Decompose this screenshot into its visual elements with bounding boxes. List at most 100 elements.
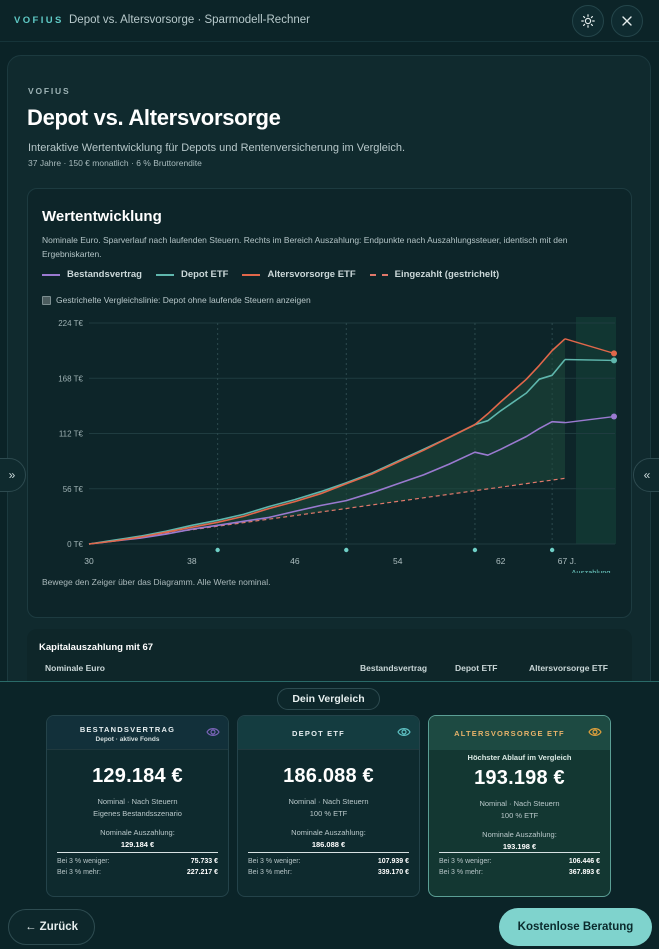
payout-title: Kapitalauszahlung mit 67 [39,642,154,653]
legend-item-depot-etf[interactable]: Depot ETF [155,269,228,280]
x-tick-label: 46 [290,556,300,566]
card-payout-value: 186.088 € [311,840,346,849]
series-line-bestandsvertrag[interactable] [88,420,566,545]
x-tick-label: 30 [84,556,94,566]
card-sensitivity: Bei 3 % weniger: 107.939 € Bei 3 % mehr: 3… [248,852,409,880]
more-value: 367.893 € [568,869,600,876]
card-basis: Nominal · Nach Steuern [288,797,369,806]
legend-item-bestandsvertrag[interactable]: Bestandsvertrag [42,269,142,280]
compare-line-checkbox[interactable]: Gestrichelte Vergleichslinie: Depot ohne… [42,295,311,305]
expand-right-button[interactable]: « [633,458,659,492]
y-tick-label: 0 T€ [67,540,83,549]
card-amount: 129.184 € [92,765,183,787]
card-payout-value: 193.198 € [502,842,537,851]
marker-dot[interactable] [344,547,349,553]
chart-hint: Bewege den Zeiger über das Diagramm. All… [42,577,271,587]
card-sensitivity: Bei 3 % weniger: 106.446 € Bei 3 % mehr: 3… [439,852,600,880]
more-label: Bei 3 % mehr: [439,869,483,876]
x-tick-label: 67 J. [558,556,576,566]
y-tick-label: 112 T€ [59,430,84,439]
y-tick-label: 224 T€ [58,319,83,328]
consultation-button[interactable]: Kostenlose Beratung [499,908,652,946]
card-amount: 193.198 € [474,767,565,789]
card-name: DEPOT ETF [292,729,345,738]
main-card: VOFIUS Depot vs. Altersvorsorge Interakt… [7,55,651,695]
legend-item-eingezahlt[interactable]: Eingezahlt (gestrichelt) [369,269,499,280]
card-header: DEPOT ETF [238,716,419,750]
payout-col-depot-etf: Depot ETF [455,663,498,673]
checkbox-box[interactable] [42,295,51,305]
result-card-altersvorsorge-etf[interactable]: ALTERSVORSORGE ETF Höchster Ablauf im Ve… [428,715,611,897]
card-name: BESTANDSVERTRAG [79,725,176,734]
less-value: 106.446 € [568,858,600,865]
payout-connector [564,338,615,355]
card-payout-value: 129.184 € [120,840,155,849]
x-tick-label: 62 [496,556,506,566]
payout-connector [564,358,615,362]
card-payout-label: Nominale Auszahlung: [482,830,557,839]
top-bar: VOFIUS Depot vs. Altersvorsorge · Sparmo… [0,0,659,42]
payout-connector [564,415,615,424]
series-line-altersvorsorge[interactable] [88,338,566,545]
page-title: Depot vs. Altersvorsorge [27,105,281,130]
less-label: Bei 3 % weniger: [439,858,492,865]
chart-description: Nominale Euro. Sparverlauf nach laufende… [42,235,568,259]
theme-toggle-button[interactable] [572,5,604,37]
payout-col-nominal: Nominale Euro [45,663,105,673]
payout-col-altersvorsorge-etf: Altersvorsorge ETF [529,663,608,673]
result-card-depot-etf[interactable]: DEPOT ETF 186.088 € Nominal · Nach Steue… [237,715,420,897]
payout-endpoint[interactable] [611,413,617,420]
chart-card: Wertentwicklung Nominale Euro. Sparverla… [27,188,632,618]
card-name: ALTERSVORSORGE ETF [454,729,565,738]
eye-icon[interactable] [206,726,220,738]
payout-endpoint[interactable] [611,350,617,357]
marker-dot[interactable] [215,547,220,553]
page-meta: 37 Jahre · 150 € monatlich · 6 % Bruttor… [28,158,202,168]
more-label: Bei 3 % mehr: [57,869,101,876]
chart-legend: Bestandsvertrag Depot ETF Altersvorsorge… [42,269,513,280]
card-subtitle: Depot · aktive Fonds [95,736,160,743]
x-tick-label: 38 [187,556,197,566]
marker-dot[interactable] [472,547,478,553]
series-line-depot[interactable] [88,358,566,545]
chart-title: Wertentwicklung [42,208,162,225]
less-label: Bei 3 % weniger: [57,858,110,865]
best-badge: Höchster Ablauf im Vergleich [467,753,572,762]
marker-dot[interactable] [549,547,555,553]
less-value: 75.733 € [190,858,218,865]
y-tick-label: 168 T€ [58,374,83,383]
page-kicker: VOFIUS [28,86,71,96]
close-icon [622,16,632,26]
eye-icon[interactable] [397,726,411,738]
expand-left-button[interactable]: » [0,458,26,492]
payout-col-bestandsvertrag: Bestandsvertrag [360,663,428,673]
checkbox-label: Gestrichelte Vergleichslinie: Depot ohne… [56,295,311,305]
legend-item-altersvorsorge-etf[interactable]: Altersvorsorge ETF [242,269,356,280]
sun-icon [581,14,595,28]
card-header: ALTERSVORSORGE ETF [429,716,610,750]
more-value: 227.217 € [186,869,218,876]
card-scenario: 100 % ETF [309,809,348,818]
more-label: Bei 3 % mehr: [248,869,292,876]
page-lead: Interaktive Wertentwicklung für Depots u… [28,142,406,154]
result-card-bestandsvertrag[interactable]: BESTANDSVERTRAG Depot · aktive Fonds 129… [46,715,229,897]
eye-icon[interactable] [588,726,602,738]
payout-axis-label: Auszahlung [571,568,610,573]
line-chart[interactable]: 0 T€ 56 T€ 112 T€ 168 T€ 224 T€ 30 38 46 54 62 67 … [28,311,633,573]
y-tick-label: 56 T€ [63,485,84,494]
card-basis: Nominal · Nach Steuern [479,799,560,808]
back-button[interactable]: ← Zurück [8,909,95,945]
compare-pill: Dein Vergleich [277,688,380,710]
close-button[interactable] [611,5,643,37]
series-line-eingezahlt[interactable] [88,477,566,545]
payout-band [576,317,616,544]
less-value: 107.939 € [377,858,409,865]
payout-endpoint[interactable] [611,357,617,364]
card-header: BESTANDSVERTRAG Depot · aktive Fonds [47,716,228,750]
window-title: Depot vs. Altersvorsorge · Sparmodell-Re… [69,14,310,26]
card-payout-label: Nominale Auszahlung: [100,828,175,837]
less-label: Bei 3 % weniger: [248,858,301,865]
chevrons-right-icon: » [8,468,16,482]
card-scenario: 100 % ETF [500,811,539,820]
shaded-area [89,338,565,544]
